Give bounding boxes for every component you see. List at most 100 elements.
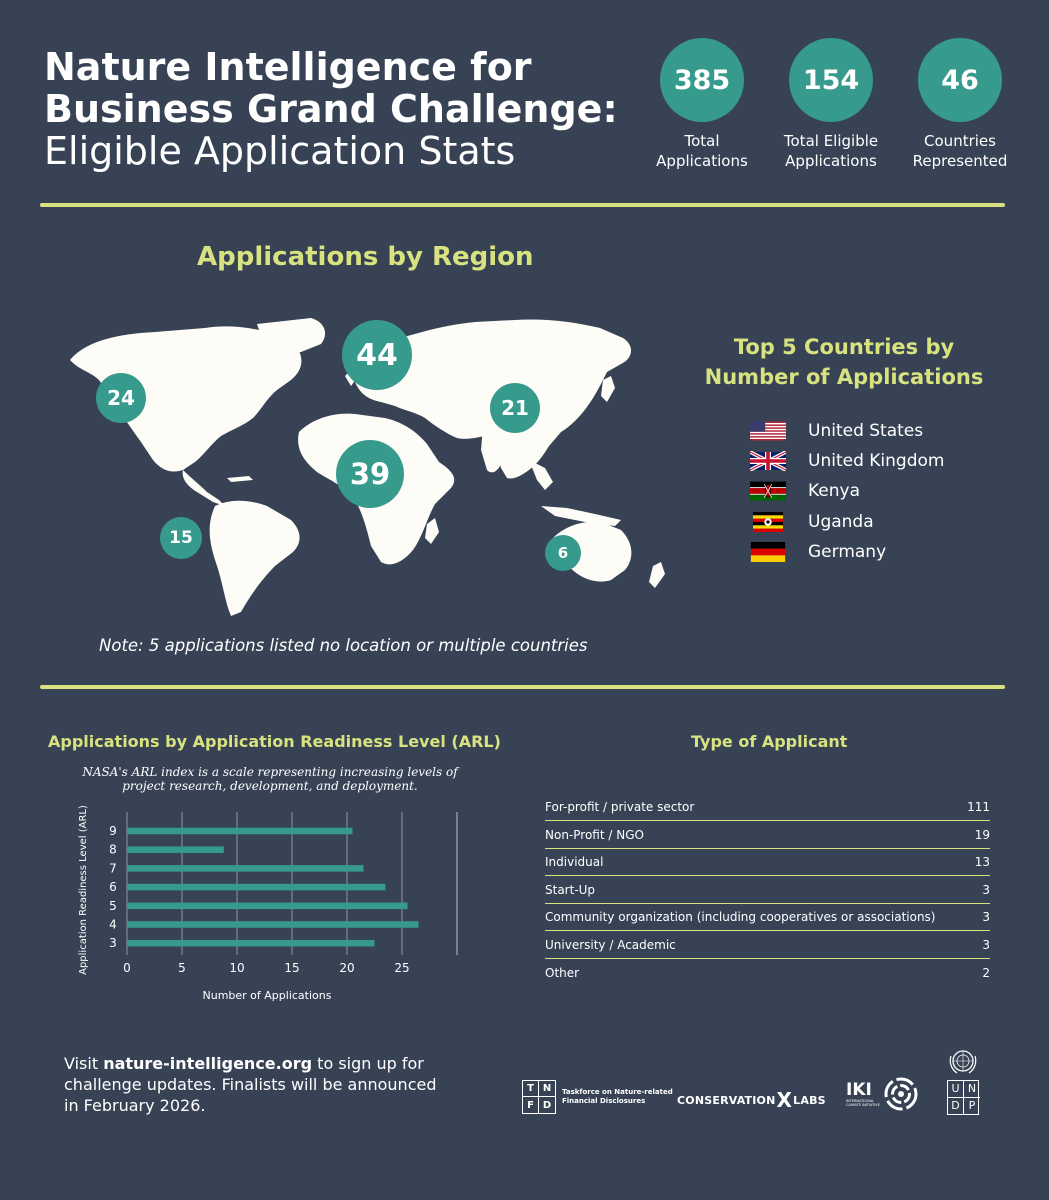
applicant-row-label: Community organization (including cooper… <box>545 910 936 924</box>
arl-bar <box>127 827 353 835</box>
applicant-row: Individual 13 <box>545 849 990 876</box>
arl-x-tick-labels: 0 5 10 15 20 25 <box>123 961 409 975</box>
applicant-row-label: Individual <box>545 855 604 869</box>
applicant-row-value: 2 <box>982 966 990 980</box>
arl-bars <box>127 827 419 947</box>
arl-y-tick-label: 3 <box>109 936 117 950</box>
divider-top <box>40 203 1005 207</box>
applicant-row-label: Other <box>545 966 580 980</box>
germany-flag-icon <box>750 542 786 562</box>
southeast-asia-shape <box>529 460 553 490</box>
undp-letter-grid: U N D P <box>947 1080 980 1115</box>
top-country-row: United Kingdom <box>750 449 944 473</box>
central-america-shape <box>182 470 225 506</box>
tnfd-logo: T N F D Taskforce on Nature-related Fina… <box>522 1080 673 1114</box>
arl-y-axis-label: Application Readiness Level (ARL) <box>78 805 89 975</box>
applicant-row-value: 19 <box>974 828 990 842</box>
applicant-row: Start-Up 3 <box>545 877 990 904</box>
region-bubble-asia: 21 <box>490 383 540 433</box>
region-bubble-europe: 44 <box>342 320 412 390</box>
stat-countries-label: Countries Represented <box>912 132 1008 170</box>
arl-y-tick-label: 5 <box>109 899 117 913</box>
arl-chart-subtitle: NASA's ARL index is a scale representing… <box>82 765 458 793</box>
arl-bar <box>127 939 375 947</box>
tnfd-letter-grid: T N F D <box>522 1080 556 1114</box>
arl-x-tick-label: 5 <box>178 961 186 975</box>
iki-wordmark: IKI INTERNATIONAL CLIMATE INITIATIVE <box>846 1080 880 1107</box>
applicant-row: For-profit / private sector 111 <box>545 794 990 821</box>
arl-y-tick-label: 4 <box>109 918 117 932</box>
applicant-row-label: University / Academic <box>545 938 676 952</box>
madagascar-shape <box>425 518 439 544</box>
stat-countries-circle: 46 <box>918 38 1002 122</box>
country-name: Germany <box>808 542 887 562</box>
country-name: United States <box>808 421 924 441</box>
arl-x-axis-label: Number of Applications <box>203 989 332 1002</box>
top-countries-title: Top 5 Countries by Number of Application… <box>704 335 984 389</box>
us-flag-icon <box>750 421 786 441</box>
greenland-shape <box>257 318 326 353</box>
arl-y-tick-label: 9 <box>109 824 117 838</box>
divider-middle <box>40 685 1005 689</box>
uganda-flag-icon <box>753 512 783 532</box>
conservation-x-labs-logo: CONSERVATION X LABS <box>677 1088 826 1112</box>
nature-intelligence-link[interactable]: nature-intelligence.org <box>103 1054 313 1073</box>
applicant-row-value: 3 <box>982 938 990 952</box>
region-section-title: Applications by Region <box>197 242 534 272</box>
arl-x-tick-label: 20 <box>339 961 354 975</box>
stat-eligible-applications-label: Total Eligible Applications <box>783 132 879 170</box>
iki-logo: IKI INTERNATIONAL CLIMATE INITIATIVE <box>846 1076 919 1112</box>
uk-flag-icon <box>750 451 786 471</box>
iki-circle-icon <box>884 1077 918 1111</box>
arl-bar <box>127 846 224 853</box>
world-map <box>70 318 665 616</box>
applicant-type-title: Type of Applicant <box>691 732 848 751</box>
country-name: United Kingdom <box>808 451 945 471</box>
arl-bar <box>127 921 419 928</box>
arl-bar <box>127 865 364 872</box>
region-bubble-south-america: 15 <box>160 517 202 559</box>
applicant-row-value: 3 <box>982 910 990 924</box>
japan-shape <box>601 376 615 402</box>
arl-y-tick-label: 7 <box>109 861 117 875</box>
top-country-row: Germany <box>750 540 886 564</box>
indonesia-shape <box>541 506 621 526</box>
north-america-shape <box>70 326 302 472</box>
top-country-row: Uganda <box>750 510 874 534</box>
stat-total-applications-circle: 385 <box>660 38 744 122</box>
arl-bar-chart: 9 8 7 6 5 4 3 0 5 10 15 20 25 Number of Application… <box>78 805 458 1002</box>
arl-y-tick-label: 8 <box>109 843 117 857</box>
country-name: Uganda <box>808 512 874 532</box>
stat-total-applications-label: Total Applications <box>656 132 748 170</box>
south-america-shape <box>209 500 300 616</box>
region-bubble-africa: 39 <box>336 440 404 508</box>
applicant-row-label: Start-Up <box>545 883 596 897</box>
arl-x-tick-label: 0 <box>123 961 131 975</box>
page-title-line1: Nature Intelligence for <box>44 45 532 89</box>
applicant-row-value: 13 <box>974 855 990 869</box>
arl-y-tick-labels: 9 8 7 6 5 4 3 <box>109 824 117 950</box>
applicant-row-value: 3 <box>982 883 990 897</box>
applicant-row: Community organization (including cooper… <box>545 904 990 931</box>
applicant-row: University / Academic 3 <box>545 932 990 959</box>
applicant-row-label: For-profit / private sector <box>545 800 695 814</box>
arl-bar <box>127 902 408 910</box>
undp-logo: U N D P <box>947 1048 980 1115</box>
new-zealand-shape <box>649 562 665 588</box>
tnfd-name: Taskforce on Nature-related Financial Di… <box>562 1088 673 1105</box>
applicant-row-value: 111 <box>967 800 990 814</box>
india-shape <box>481 426 507 473</box>
stat-eligible-applications-circle: 154 <box>789 38 873 122</box>
country-name: Kenya <box>808 481 861 501</box>
applicant-row: Non-Profit / NGO 19 <box>545 822 990 849</box>
arl-x-tick-label: 15 <box>284 961 299 975</box>
caribbean-shape <box>227 476 253 482</box>
page-subtitle: Eligible Application Stats <box>44 129 516 173</box>
region-note: Note: 5 applications listed no location … <box>99 636 588 655</box>
kenya-flag-icon <box>750 481 786 501</box>
applicant-row-label: Non-Profit / NGO <box>545 828 644 842</box>
arl-x-tick-label: 25 <box>394 961 409 975</box>
region-bubble-oceania: 6 <box>545 535 581 571</box>
arl-bar <box>127 883 386 891</box>
region-bubble-north-america: 24 <box>96 373 146 423</box>
